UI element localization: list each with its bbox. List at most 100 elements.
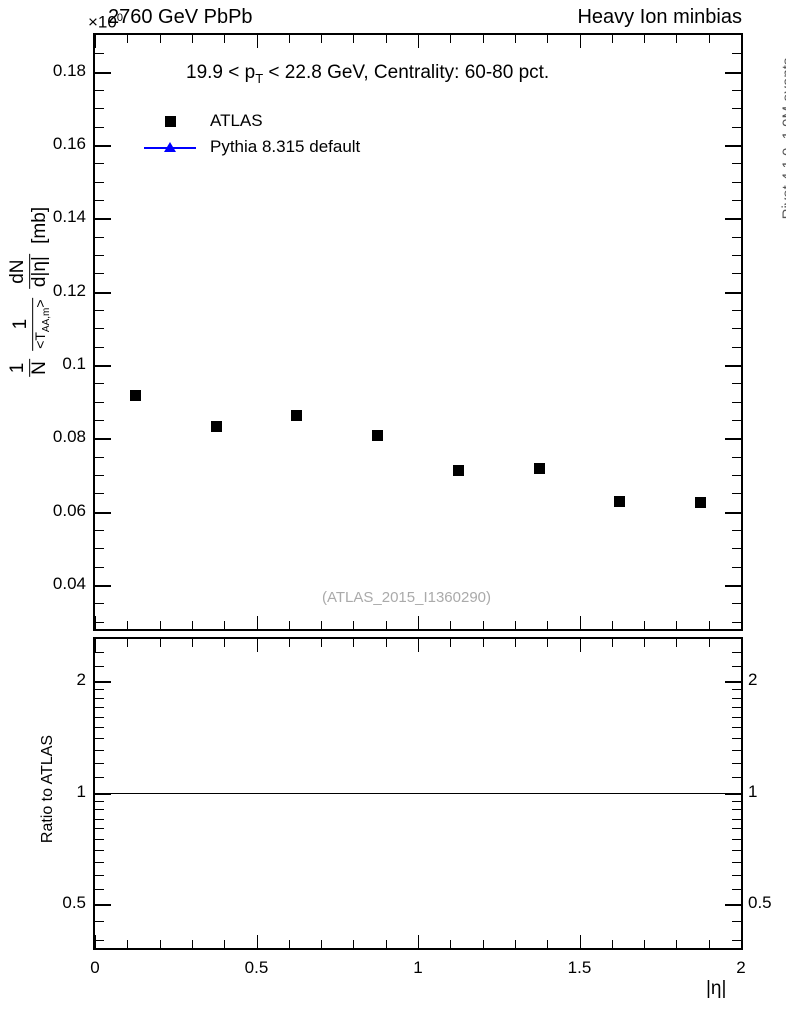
ratio-tick-label-right: 1 xyxy=(748,781,758,801)
axis-tick xyxy=(725,438,741,441)
axis-tick xyxy=(95,35,96,48)
axis-tick xyxy=(644,621,646,629)
axis-tick xyxy=(95,651,104,653)
axis-tick xyxy=(95,108,104,110)
axis-tick xyxy=(725,71,741,74)
axis-tick xyxy=(256,935,258,948)
axis-tick xyxy=(732,346,741,348)
axis-tick xyxy=(482,621,484,629)
axis-tick xyxy=(288,35,290,43)
ratio-tick-label: 1 xyxy=(76,781,86,801)
axis-tick xyxy=(385,35,387,43)
axis-tick xyxy=(708,639,710,647)
axis-tick xyxy=(741,639,742,652)
axis-tick xyxy=(732,548,741,550)
axis-tick xyxy=(725,145,741,147)
axis-tick xyxy=(95,493,104,495)
axis-tick xyxy=(579,35,581,48)
axis-tick xyxy=(288,639,290,647)
axis-tick xyxy=(732,651,741,653)
axis-tick xyxy=(482,35,484,43)
axis-tick xyxy=(732,717,741,718)
axis-tick xyxy=(708,35,710,43)
axis-tick xyxy=(732,200,741,201)
axis-tick xyxy=(732,90,741,91)
legend-label-atlas: ATLAS xyxy=(210,111,263,130)
axis-tick xyxy=(95,218,111,221)
x-tick-label: 1.5 xyxy=(567,958,592,977)
axis-tick xyxy=(732,401,741,403)
subtitle-sub: T xyxy=(255,70,264,86)
axis-tick xyxy=(514,940,516,948)
x-tick-label: 2 xyxy=(736,958,746,977)
axis-tick xyxy=(95,126,104,128)
axis-tick xyxy=(95,420,104,421)
axis-tick xyxy=(450,621,452,629)
axis-tick xyxy=(127,621,129,629)
axis-tick xyxy=(95,750,104,752)
axis-tick xyxy=(95,792,111,795)
y-tick-label: 0.06 xyxy=(52,500,86,520)
legend: ATLAS Pythia 8.315 default xyxy=(140,108,360,160)
axis-tick xyxy=(95,639,96,652)
axis-tick xyxy=(95,475,104,476)
axis-tick xyxy=(321,639,323,647)
axis-tick xyxy=(732,530,741,531)
axis-tick xyxy=(95,717,104,718)
legend-label-pythia: Pythia 8.315 default xyxy=(210,137,361,156)
axis-tick xyxy=(725,585,741,587)
axis-tick xyxy=(95,689,104,691)
axis-tick xyxy=(321,621,323,629)
axis-tick xyxy=(95,566,104,568)
axis-tick xyxy=(732,126,741,128)
axis-tick xyxy=(95,273,104,275)
axis-tick xyxy=(732,861,741,863)
axis-tick xyxy=(127,35,129,43)
axis-tick xyxy=(732,236,741,238)
axis-tick xyxy=(95,145,111,147)
axis-tick xyxy=(644,35,646,43)
legend-entry-pythia[interactable]: Pythia 8.315 default xyxy=(140,134,360,160)
x-tick-label: 1 xyxy=(413,958,423,977)
axis-tick xyxy=(725,792,741,795)
axis-tick xyxy=(418,616,419,629)
axis-tick xyxy=(732,689,741,691)
axis-tick xyxy=(95,511,111,514)
axis-tick xyxy=(676,621,678,629)
axis-tick xyxy=(321,940,323,948)
axis-tick xyxy=(95,935,96,948)
axis-tick xyxy=(611,621,613,629)
y-tick-label: 0.1 xyxy=(62,354,86,373)
y-tick-label: 0.08 xyxy=(52,427,86,447)
axis-tick xyxy=(676,35,678,43)
axis-tick xyxy=(95,438,111,441)
multiplier-base: ×10 xyxy=(88,12,117,32)
axis-tick xyxy=(95,181,104,183)
y-tick-label: 0.12 xyxy=(52,280,86,300)
axis-tick xyxy=(741,935,742,948)
axis-tick xyxy=(95,530,104,531)
axis-tick xyxy=(741,616,742,629)
axis-tick xyxy=(725,291,741,294)
legend-entry-atlas[interactable]: ATLAS xyxy=(140,108,360,134)
axis-tick xyxy=(353,639,355,647)
axis-tick xyxy=(450,639,452,647)
axis-tick xyxy=(95,838,104,840)
axis-tick xyxy=(385,940,387,948)
axis-tick xyxy=(732,707,741,709)
axis-tick xyxy=(644,940,646,948)
axis-tick xyxy=(725,511,741,514)
axis-tick xyxy=(95,665,104,667)
header-title-right: Heavy Ion minbias xyxy=(577,6,742,28)
axis-tick xyxy=(547,621,549,629)
y-tick-label: 0.14 xyxy=(52,207,86,227)
axis-tick xyxy=(708,621,710,629)
axis-tick xyxy=(418,639,419,652)
axis-tick xyxy=(321,35,323,43)
axis-tick xyxy=(732,456,741,458)
axis-tick xyxy=(95,738,104,740)
axis-tick xyxy=(579,616,581,629)
axis-tick xyxy=(579,935,581,948)
axis-tick xyxy=(385,639,387,647)
axis-tick xyxy=(547,639,549,647)
